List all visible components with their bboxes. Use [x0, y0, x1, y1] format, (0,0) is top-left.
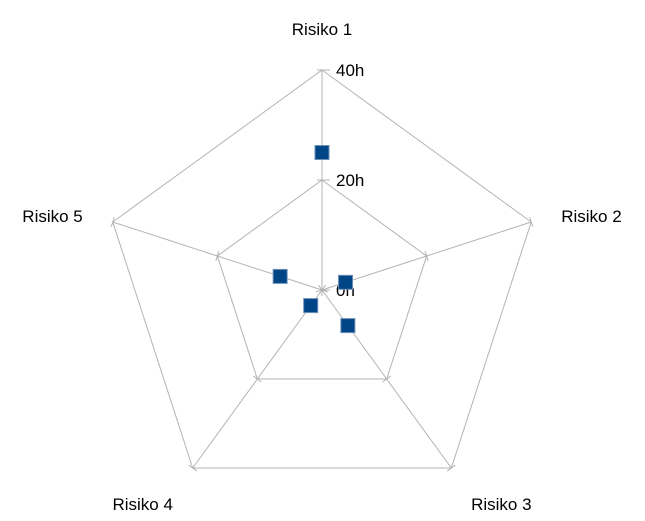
radar-grid: [110, 69, 534, 472]
data-markers: [272, 145, 356, 334]
grid-tick: [446, 464, 456, 472]
center-mark: [316, 289, 323, 293]
grid-ring-20h: [216, 179, 428, 380]
grid-tick: [253, 375, 262, 383]
category-label-5: Risiko 5: [22, 207, 82, 226]
category-label-3: Risiko 3: [471, 495, 531, 514]
data-marker-risiko-3: [340, 318, 356, 334]
grid-tick: [215, 251, 220, 261]
grid-tick: [110, 217, 115, 227]
grid-tick: [529, 217, 534, 227]
axis-tick-label: 20h: [336, 171, 364, 190]
center-mark: [318, 284, 323, 291]
axis-tick-label: 40h: [336, 61, 364, 80]
center-mark: [321, 284, 326, 291]
grid-tick: [188, 464, 198, 472]
data-marker-risiko-1: [314, 145, 330, 160]
data-marker-risiko-5: [272, 268, 288, 284]
grid-tick: [382, 375, 391, 383]
grid-tick: [424, 251, 429, 261]
data-marker-risiko-2: [338, 274, 354, 290]
category-label-4: Risiko 4: [112, 495, 172, 514]
grid-ring-40h: [112, 69, 532, 469]
category-labels: Risiko 1 Risiko 2 Risiko 3 Risiko 4 Risiko 5: [22, 20, 621, 514]
category-label-2: Risiko 2: [561, 207, 621, 226]
data-marker-risiko-4: [303, 298, 319, 314]
category-label-1: Risiko 1: [292, 20, 352, 39]
